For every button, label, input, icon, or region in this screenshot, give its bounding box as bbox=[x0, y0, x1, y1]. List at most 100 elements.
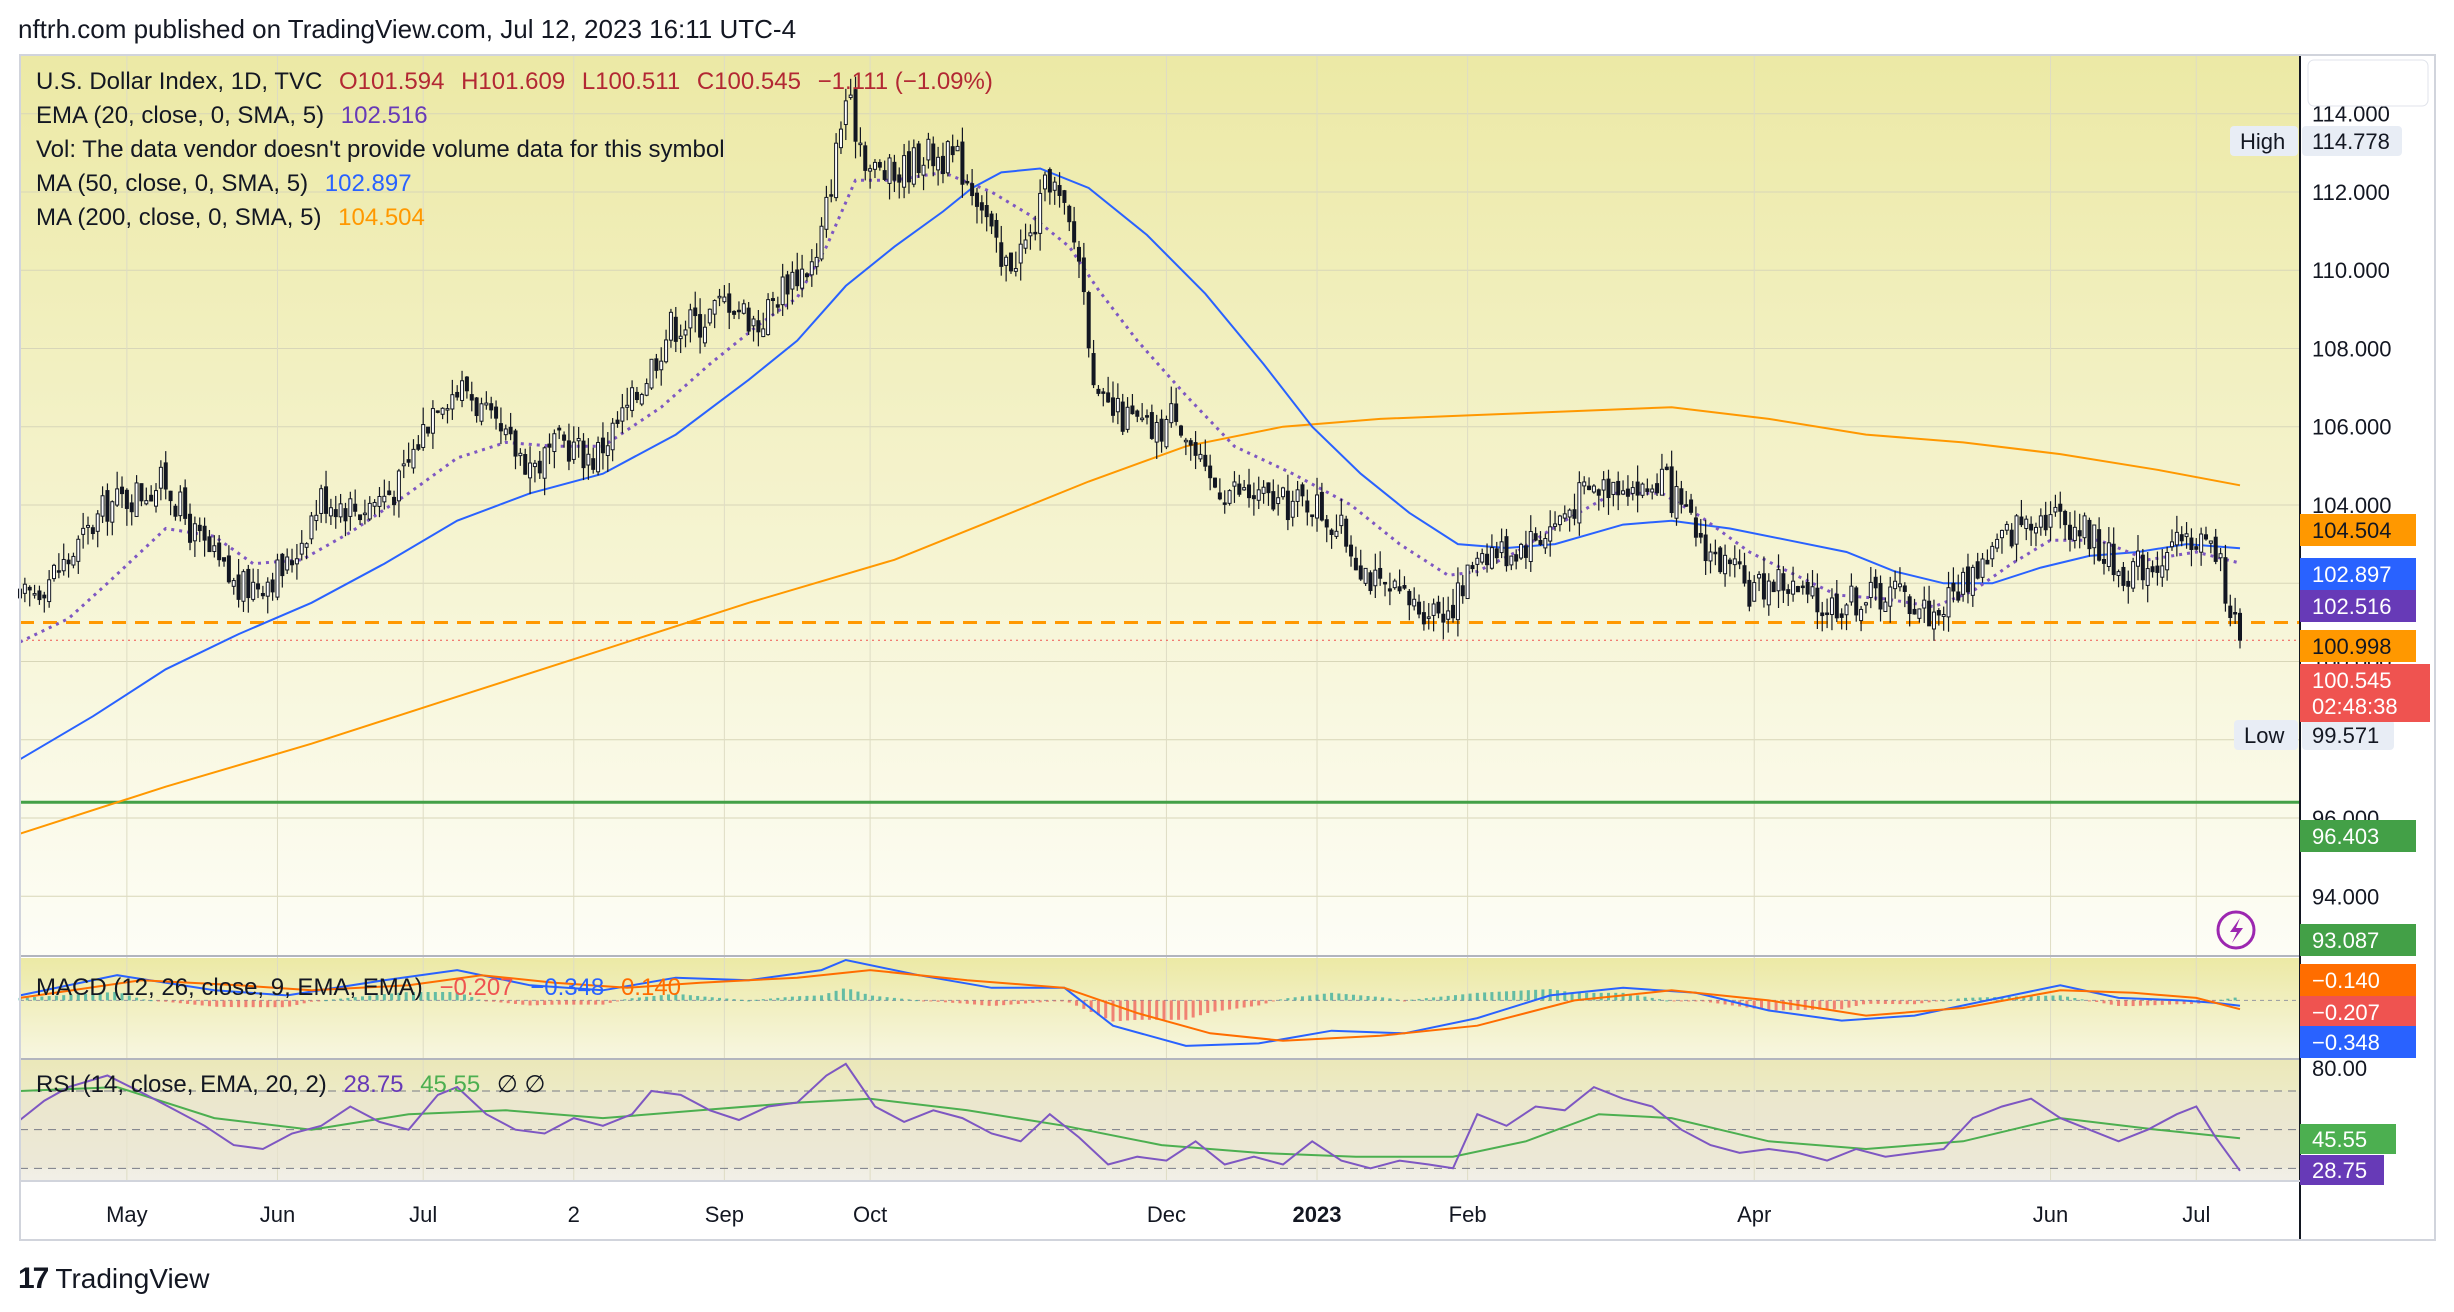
candle bbox=[508, 412, 513, 441]
macd-histogram-bar bbox=[1745, 1000, 1749, 1008]
candle bbox=[1878, 575, 1883, 622]
candle bbox=[649, 358, 654, 390]
macd-histogram-bar bbox=[1883, 1000, 1887, 1004]
candle-body bbox=[1174, 403, 1179, 422]
macd-histogram-bar bbox=[892, 997, 896, 1001]
macd-histogram-bar bbox=[1519, 990, 1523, 1001]
candle bbox=[1698, 518, 1703, 544]
candle-body bbox=[294, 558, 299, 565]
lightning-icon[interactable] bbox=[2216, 910, 2256, 950]
macd-histogram-bar bbox=[513, 1000, 517, 1004]
candle-body bbox=[1849, 585, 1854, 603]
macd-histogram-bar bbox=[280, 1000, 284, 1008]
macd-histogram-bar bbox=[2022, 996, 2026, 1001]
macd-histogram-bar bbox=[1147, 1000, 1151, 1020]
candle-body bbox=[732, 310, 737, 315]
candle bbox=[1844, 603, 1849, 631]
candle-body bbox=[503, 428, 508, 436]
candle-body bbox=[1285, 490, 1290, 521]
candle bbox=[1125, 397, 1130, 433]
candle-body bbox=[144, 500, 149, 505]
macd-histogram-bar bbox=[1934, 1000, 1938, 1002]
candle bbox=[2155, 551, 2160, 586]
low-value: 99.571 bbox=[2312, 723, 2379, 748]
candle bbox=[1115, 383, 1120, 425]
candle-body bbox=[751, 318, 756, 327]
macd-label: MACD (12, 26, close, 9, EMA, EMA) bbox=[36, 974, 423, 1001]
macd-legend-row[interactable]: MACD (12, 26, close, 9, EMA, EMA) −0.207… bbox=[36, 974, 691, 1002]
macd-histogram-bar bbox=[616, 1000, 620, 1002]
candle-body bbox=[2111, 543, 2116, 576]
macd-histogram-bar bbox=[652, 995, 656, 1001]
candle bbox=[1436, 595, 1441, 619]
macd-histogram-bar bbox=[149, 1000, 153, 1002]
candle-body bbox=[290, 560, 295, 566]
macd-histogram-bar bbox=[958, 1000, 962, 1004]
candle bbox=[1455, 567, 1460, 637]
macd-histogram-bar bbox=[127, 995, 131, 1001]
candle-body bbox=[81, 527, 86, 535]
candle-body bbox=[1693, 517, 1698, 538]
candle bbox=[1548, 510, 1553, 557]
candle bbox=[324, 470, 329, 524]
candle bbox=[1261, 480, 1266, 504]
macd-histogram-bar bbox=[1045, 1000, 1049, 1002]
candle-body bbox=[1922, 599, 1927, 609]
candle bbox=[304, 542, 309, 560]
candle-body bbox=[542, 447, 547, 479]
candle-body bbox=[217, 542, 222, 561]
macd-histogram-bar bbox=[1942, 1000, 1946, 1002]
candle bbox=[1489, 534, 1494, 570]
candle bbox=[1363, 567, 1368, 586]
axis-menu-box[interactable] bbox=[2307, 59, 2429, 107]
macd-histogram-bar bbox=[1504, 991, 1508, 1001]
candle-body bbox=[469, 394, 474, 401]
candle bbox=[1795, 585, 1800, 593]
macd-histogram-bar bbox=[2095, 1000, 2099, 1002]
macd-histogram-bar bbox=[1373, 996, 1377, 1001]
candle-body bbox=[989, 213, 994, 227]
candle bbox=[1378, 551, 1383, 586]
candle-body bbox=[634, 391, 639, 401]
candle-body bbox=[1601, 479, 1606, 491]
candle bbox=[2174, 515, 2179, 557]
macd-histogram-bar bbox=[1359, 995, 1363, 1001]
candle-body bbox=[1251, 495, 1256, 500]
macd-histogram-bar bbox=[732, 999, 736, 1001]
candle bbox=[1305, 489, 1310, 526]
candle bbox=[518, 448, 523, 466]
candle bbox=[2135, 535, 2140, 581]
candle-body bbox=[173, 505, 178, 517]
candle-body bbox=[260, 592, 265, 597]
macd-histogram-bar bbox=[178, 1000, 182, 1004]
candle-body bbox=[596, 441, 601, 473]
candle-body bbox=[2155, 565, 2160, 573]
ma200-legend-row[interactable]: MA (200, close, 0, SMA, 5) 104.504 bbox=[36, 204, 435, 232]
macd-histogram-bar bbox=[1228, 1000, 1232, 1010]
symbol-name[interactable]: U.S. Dollar Index, 1D, TVC bbox=[36, 68, 323, 95]
candle-body bbox=[1315, 494, 1320, 519]
candle bbox=[1339, 498, 1344, 534]
candle-body bbox=[353, 503, 358, 512]
candle-body bbox=[1135, 410, 1140, 417]
candle-body bbox=[2038, 515, 2043, 528]
tradingview-brand[interactable]: 17 TradingView bbox=[18, 1262, 209, 1296]
candle bbox=[110, 500, 115, 536]
macd-histogram-bar bbox=[1723, 1000, 1727, 1005]
macd-histogram-bar bbox=[339, 998, 343, 1001]
candle bbox=[2024, 515, 2029, 541]
candle bbox=[1606, 469, 1611, 515]
ema-legend-row[interactable]: EMA (20, close, 0, SMA, 5) 102.516 bbox=[36, 102, 438, 130]
candle bbox=[2165, 546, 2170, 581]
macd-histogram-bar bbox=[1038, 1000, 1042, 1003]
rsi-legend-row[interactable]: RSI (14, close, EMA, 20, 2) 28.75 45.55 … bbox=[36, 1070, 555, 1099]
ma50-legend-row[interactable]: MA (50, close, 0, SMA, 5) 102.897 bbox=[36, 170, 422, 198]
macd-histogram-bar bbox=[1760, 1000, 1764, 1010]
macd-histogram-bar bbox=[54, 995, 58, 1001]
candle-body bbox=[649, 358, 654, 389]
candle-body bbox=[299, 542, 304, 555]
candle-body bbox=[396, 470, 401, 502]
time-tick-label: Jun bbox=[2033, 1202, 2068, 1227]
candle bbox=[1494, 541, 1499, 564]
